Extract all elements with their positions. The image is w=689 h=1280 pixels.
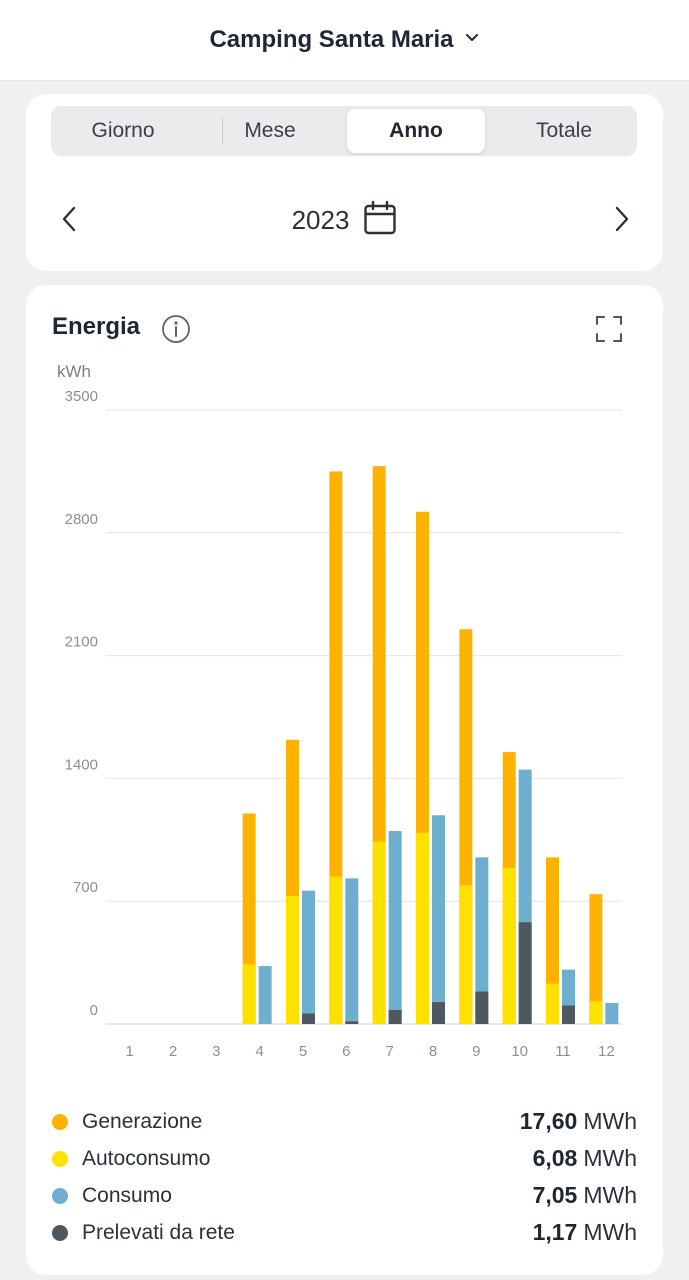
x-tick-label: 6 (342, 1043, 350, 1060)
y-tick-label: 0 (90, 1002, 98, 1019)
bar-prelevati (475, 991, 489, 1024)
autoconsumo-dot-icon (52, 1150, 68, 1167)
y-tick-label: 3500 (65, 388, 98, 405)
bar-consumo (258, 966, 272, 1024)
bar-consumo (388, 831, 402, 1024)
bar-consumo (432, 815, 445, 1024)
info-icon[interactable] (161, 314, 191, 349)
legend-unit: MWh (583, 1219, 637, 1245)
x-tick-label: 3 (212, 1043, 220, 1060)
x-tick-label: 10 (511, 1043, 528, 1060)
year-label: 2023 (291, 204, 350, 235)
y-tick-label: 1400 (65, 756, 98, 773)
legend-value: 6,08 (532, 1145, 578, 1171)
previous-year-button[interactable] (55, 204, 85, 234)
calendar-icon[interactable] (363, 200, 397, 241)
legend-label: Autoconsumo (82, 1146, 211, 1170)
top-bar: Camping Santa Maria (0, 0, 689, 81)
year-display: 2023 (26, 198, 663, 242)
period-card: Giorno Mese Anno Totale 2023 (26, 94, 663, 271)
x-tick-label: 9 (472, 1043, 480, 1060)
bar-prelevati (432, 1002, 445, 1024)
site-selector[interactable]: Camping Santa Maria (209, 26, 454, 53)
x-tick-label: 5 (299, 1043, 307, 1060)
bar-autoconsumo (242, 964, 256, 1024)
legend-value: 1,17 (532, 1219, 578, 1245)
x-tick-label: 12 (598, 1043, 615, 1060)
bar-consumo (475, 857, 489, 1024)
x-tick-label: 1 (125, 1043, 133, 1060)
y-tick-label: 2100 (65, 634, 98, 651)
fullscreen-icon[interactable] (595, 315, 623, 348)
bar-prelevati (518, 922, 532, 1024)
legend: Generazione 17,60 MWh Autoconsumo 6,08 MWh… (52, 1103, 637, 1251)
chevron-down-icon[interactable] (464, 30, 480, 51)
consumo-dot-icon (52, 1187, 68, 1204)
generazione-dot-icon (52, 1113, 68, 1130)
x-tick-label: 8 (429, 1043, 437, 1060)
bar-autoconsumo (372, 841, 386, 1024)
legend-value: 7,05 (532, 1182, 578, 1208)
legend-label: Prelevati da rete (82, 1220, 235, 1244)
x-tick-label: 2 (169, 1043, 177, 1060)
prelevati-dot-icon (52, 1224, 68, 1241)
bar-autoconsumo (416, 832, 429, 1024)
y-tick-label: 700 (73, 879, 98, 896)
bar-consumo (345, 878, 359, 1024)
x-tick-label: 4 (255, 1043, 263, 1060)
energy-card: Energia kWh 0 700 1400 2100 2800 3500 1 2 3 4 5 6 7 8… (26, 285, 663, 1275)
bar-autoconsumo (589, 1001, 603, 1024)
bar-prelevati (345, 1021, 359, 1024)
legend-item-consumo: Consumo 7,05 MWh (52, 1177, 637, 1214)
bar-autoconsumo (329, 876, 343, 1024)
legend-value: 17,60 (519, 1108, 578, 1134)
tab-anno[interactable]: Anno (347, 109, 485, 153)
legend-item-autoconsumo: Autoconsumo 6,08 MWh (52, 1140, 637, 1177)
legend-unit: MWh (583, 1182, 637, 1208)
bar-prelevati (388, 1009, 402, 1024)
bar-consumo (302, 890, 315, 1024)
legend-label: Generazione (82, 1109, 203, 1133)
tab-divider (222, 118, 223, 144)
x-tick-label: 7 (385, 1043, 393, 1060)
legend-item-generazione: Generazione 17,60 MWh (52, 1103, 637, 1140)
chevron-left-icon (62, 206, 76, 232)
bar-prelevati (562, 1005, 575, 1024)
x-tick-label: 11 (555, 1043, 571, 1060)
tab-totale[interactable]: Totale (535, 119, 593, 142)
energy-title: Energia (52, 313, 141, 340)
bar-prelevati (302, 1013, 315, 1024)
next-year-button[interactable] (606, 204, 636, 234)
tab-giorno[interactable]: Giorno (91, 119, 155, 142)
bar-autoconsumo (286, 895, 299, 1024)
y-tick-label: 2800 (65, 511, 98, 528)
bar-consumo (605, 1002, 619, 1024)
legend-unit: MWh (583, 1145, 637, 1171)
bar-generazione (546, 857, 559, 1024)
legend-unit: MWh (583, 1108, 637, 1134)
y-axis-unit: kWh (57, 362, 91, 381)
legend-item-prelevati: Prelevati da rete 1,17 MWh (52, 1214, 637, 1251)
bar-autoconsumo (502, 867, 516, 1024)
chevron-right-icon (615, 206, 629, 232)
bar-generazione (589, 894, 603, 1024)
period-tabs: Giorno Mese Anno Totale (51, 106, 637, 156)
legend-label: Consumo (82, 1183, 172, 1207)
tab-mese[interactable]: Mese (244, 119, 296, 142)
bar-autoconsumo (546, 983, 559, 1024)
bar-autoconsumo (459, 885, 473, 1024)
